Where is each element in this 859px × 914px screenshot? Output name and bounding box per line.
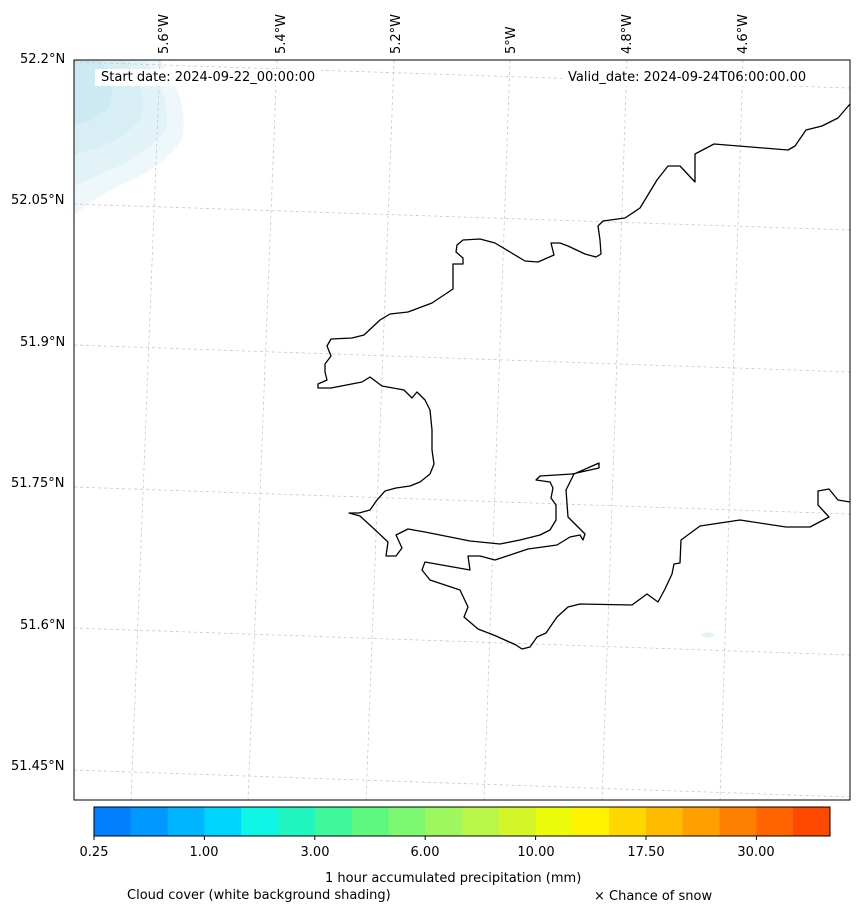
colorbar-segment (241, 807, 279, 836)
lat-label: 51.9°N (20, 335, 66, 350)
cloud-cover-shading (74, 60, 714, 638)
colorbar-frame (93, 806, 831, 837)
lon-label: 5°W (504, 26, 519, 54)
lat-label: 51.75°N (11, 476, 65, 491)
colorbar-segment (498, 807, 537, 836)
colorbar-segment (756, 807, 794, 836)
lat-label: 51.6°N (20, 618, 66, 633)
colorbar-tick-label: 1.00 (189, 845, 219, 860)
snow-legend: × Chance of snow (594, 889, 713, 904)
colorbar-segment (572, 807, 610, 836)
colorbar-segment (462, 807, 500, 836)
coastline (317, 103, 851, 650)
colorbar-segment (130, 807, 169, 836)
colorbar-segment (682, 807, 721, 836)
colorbar-tick-label: 30.00 (737, 845, 775, 860)
colorbar-segment (204, 807, 242, 836)
lon-label: 5.6°W (157, 13, 172, 54)
lon-label: 5.2°W (389, 13, 404, 54)
colorbar-segment (793, 807, 831, 836)
map-frame (73, 59, 851, 801)
lat-label: 52.05°N (11, 193, 65, 208)
colorbar-segment (425, 807, 463, 836)
colorbar-ticks (93, 836, 757, 840)
lon-label: 4.6°W (736, 13, 751, 54)
colorbar-tick-label: 3.00 (300, 845, 330, 860)
valid-date-label: Valid_date: 2024-09-24T06:00:00.00 (562, 69, 813, 86)
colorbar (94, 807, 831, 836)
lon-label: 4.8°W (620, 13, 635, 54)
start-date-label: Start date: 2024-09-22_00:00:00 (95, 69, 322, 86)
lat-label: 52.2°N (20, 52, 66, 67)
colorbar-title: 1 hour accumulated precipitation (mm) (325, 871, 582, 886)
colorbar-segment (278, 807, 316, 836)
colorbar-segment (719, 807, 757, 836)
colorbar-segment (609, 807, 647, 836)
lon-label: 5.4°W (274, 13, 289, 54)
graticule (73, 59, 851, 801)
lat-label: 51.45°N (11, 759, 65, 774)
colorbar-tick-label: 10.00 (517, 845, 555, 860)
colorbar-segment (388, 807, 426, 836)
colorbar-segment (535, 807, 573, 836)
colorbar-segment (351, 807, 389, 836)
colorbar-segment (646, 807, 684, 836)
colorbar-segment (94, 807, 132, 836)
colorbar-tick-label: 0.25 (79, 845, 109, 860)
colorbar-tick-label: 17.50 (627, 845, 665, 860)
colorbar-segment (314, 807, 353, 836)
colorbar-tick-label: 6.00 (410, 845, 440, 860)
colorbar-segment (167, 807, 205, 836)
cloud-cover-legend: Cloud cover (white background shading) (127, 888, 391, 903)
